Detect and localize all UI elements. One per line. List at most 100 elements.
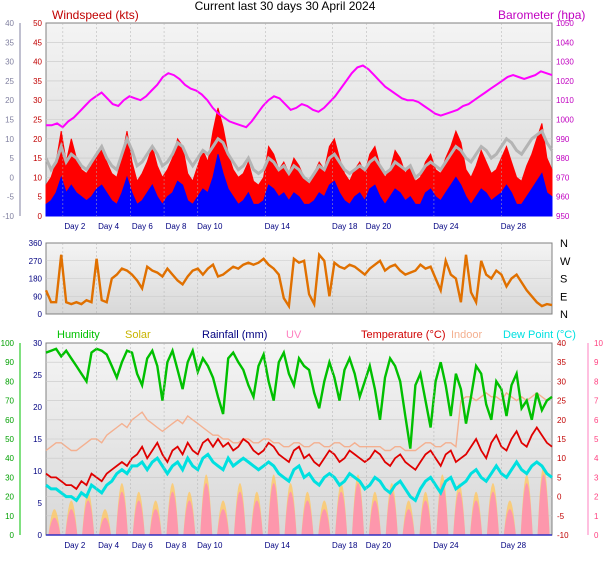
average-area	[45, 154, 553, 217]
wind-outer-tick-label: 10	[5, 135, 14, 144]
temperature-tick-label: 40	[557, 339, 566, 348]
wind-outer-tick-label: 30	[5, 58, 14, 67]
windspeed-axis-label: Windspeed (kts)	[52, 8, 139, 22]
uv-tick-label: 2	[594, 493, 599, 502]
wind-outer-tick-label: -10	[2, 212, 14, 221]
x-tick-label: Day 24	[433, 541, 459, 550]
x-tick-label: Day 20	[366, 541, 392, 550]
x-tick-label: Day 20	[366, 222, 392, 231]
x-tick-label: Day 2	[64, 541, 85, 550]
humidity-tick-label: 10	[5, 512, 14, 521]
uv-peak	[419, 500, 432, 535]
uv-tick-label: 4	[594, 454, 599, 463]
humidity-tick-label: 60	[5, 416, 14, 425]
temp-hum-series	[45, 346, 553, 536]
uv-tick-label: 1	[594, 512, 599, 521]
uv-peak	[520, 483, 533, 535]
x-tick-label: Day 18	[332, 222, 358, 231]
x-tick-label: Day 4	[98, 222, 119, 231]
barometer-tick-label: 1050	[556, 19, 574, 28]
temperature-tick-label: 10	[557, 454, 566, 463]
x-tick-label: Day 24	[433, 222, 459, 231]
uv-ticks: 0 1 2 3 4 5 6 7 8 9 10	[587, 339, 603, 540]
uv-peak	[402, 509, 415, 535]
uv-tick-label: 5	[594, 435, 599, 444]
humidity-tick-label: 50	[5, 435, 14, 444]
legend-entry: Dew Point (°C)	[503, 329, 576, 341]
windspeed-tick-label: 0	[38, 212, 43, 221]
humidity-tick-label: 100	[1, 339, 15, 348]
direction-series	[44, 251, 553, 310]
barometer-tick-label: 980	[556, 154, 570, 163]
humidity-tick-label: 0	[10, 531, 15, 540]
uv-peak	[99, 517, 112, 535]
windspeed-tick-label: 30	[33, 96, 42, 105]
uv-peak	[503, 509, 516, 535]
temperature-tick-label: 0	[557, 493, 562, 502]
wind-outer-tick-label: 35	[5, 38, 14, 47]
legend-entry: UV	[286, 329, 302, 341]
uv-peak	[132, 500, 145, 535]
uv-peak	[470, 500, 483, 535]
uv-tick-label: 3	[594, 473, 599, 482]
uv-peak	[301, 500, 314, 535]
x-tick-label: Day 18	[332, 541, 358, 550]
barometer-ticks: 950 960 970 980 990 1000 1010 1020 1030 1040 1050	[556, 19, 574, 221]
rainfall-tick-label: 20	[33, 403, 42, 412]
wind-outer-tick-label: 40	[5, 19, 14, 28]
barometer-tick-label: 1040	[556, 38, 574, 47]
barometer-tick-label: 990	[556, 135, 570, 144]
x-tick-label: Day 8	[166, 541, 187, 550]
windspeed-tick-label: 20	[33, 135, 42, 144]
temp-hum-legend: Humidity Solar Rainfall (mm) UV Temperature …	[57, 329, 576, 341]
uv-peak	[250, 500, 263, 535]
uv-peak	[233, 491, 246, 535]
x-tick-label: Day 14	[265, 222, 291, 231]
wind-outer-tick-label: 0	[10, 173, 15, 182]
compass-label: S	[560, 274, 567, 286]
uv-peak	[537, 474, 550, 535]
direction-tick-label: 360	[29, 239, 43, 248]
uv-peak	[368, 500, 381, 535]
uv-peak	[48, 517, 61, 535]
legend-entry: Temperature (°C)	[361, 329, 445, 341]
barometer-tick-label: 1020	[556, 77, 574, 86]
rainfall-tick-label: 25	[33, 371, 42, 380]
uv-peak	[335, 491, 348, 535]
humidity-tick-label: 30	[5, 473, 14, 482]
x-tick-label: Day 4	[98, 541, 119, 550]
x-tick-label: Day 8	[166, 222, 187, 231]
compass-label: W	[560, 256, 571, 268]
temperature-ticks: -10 -5 0 5 10 15 20 25 30 35 40	[557, 339, 569, 540]
barometer-tick-label: 970	[556, 173, 570, 182]
uv-tick-label: 0	[594, 531, 599, 540]
direction-tick-label: 270	[29, 257, 43, 266]
windspeed-tick-label: 45	[33, 38, 42, 47]
x-tick-label: Day 10	[197, 222, 223, 231]
wind-baro-panel: Windspeed (kts) Barometer (hpa) 0 5 10 15 20…	[2, 8, 585, 231]
rainfall-tick-label: 15	[33, 435, 42, 444]
windspeed-tick-label: 5	[38, 193, 43, 202]
windspeed-ticks: 0 5 10 15 20 25 30 35 40 45 50	[33, 19, 42, 221]
x-tick-label: Day 28	[501, 222, 527, 231]
humidity-tick-label: 80	[5, 377, 14, 386]
x-tick-label: Day 6	[132, 222, 153, 231]
windspeed-tick-label: 15	[33, 154, 42, 163]
uv-tick-label: 10	[594, 339, 603, 348]
temperature-tick-label: -10	[557, 531, 569, 540]
windspeed-tick-label: 25	[33, 116, 42, 125]
compass-label: E	[560, 291, 567, 303]
wind-outer-tick-label: -5	[7, 193, 15, 202]
uv-peak	[166, 491, 179, 535]
temperature-tick-label: 15	[557, 435, 566, 444]
rainfall-tick-label: 10	[33, 467, 42, 476]
x-tick-label: Day 14	[265, 541, 291, 550]
rainfall-ticks: 0 5 10 15 20 25 30	[33, 339, 42, 540]
uv-peak	[183, 500, 196, 535]
uv-peak	[82, 500, 95, 535]
uv-tick-label: 8	[594, 377, 599, 386]
uv-peak	[149, 509, 162, 535]
